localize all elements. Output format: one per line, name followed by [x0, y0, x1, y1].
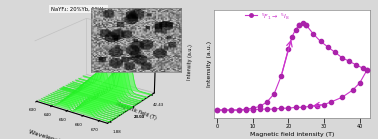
Text: Magnetic field (T): Magnetic field (T): [115, 101, 157, 120]
Text: $^5F_1 \rightarrow\ ^5I_8$: $^5F_1 \rightarrow\ ^5I_8$: [260, 12, 289, 22]
Y-axis label: Intensity (a.u.): Intensity (a.u.): [207, 41, 212, 87]
Text: NaYF₄: 20%Yb, 1%Ho: NaYF₄: 20%Yb, 1%Ho: [51, 7, 106, 12]
X-axis label: Wavelength (nm): Wavelength (nm): [28, 129, 82, 139]
X-axis label: Magnetic field intensity (T): Magnetic field intensity (T): [250, 132, 334, 137]
